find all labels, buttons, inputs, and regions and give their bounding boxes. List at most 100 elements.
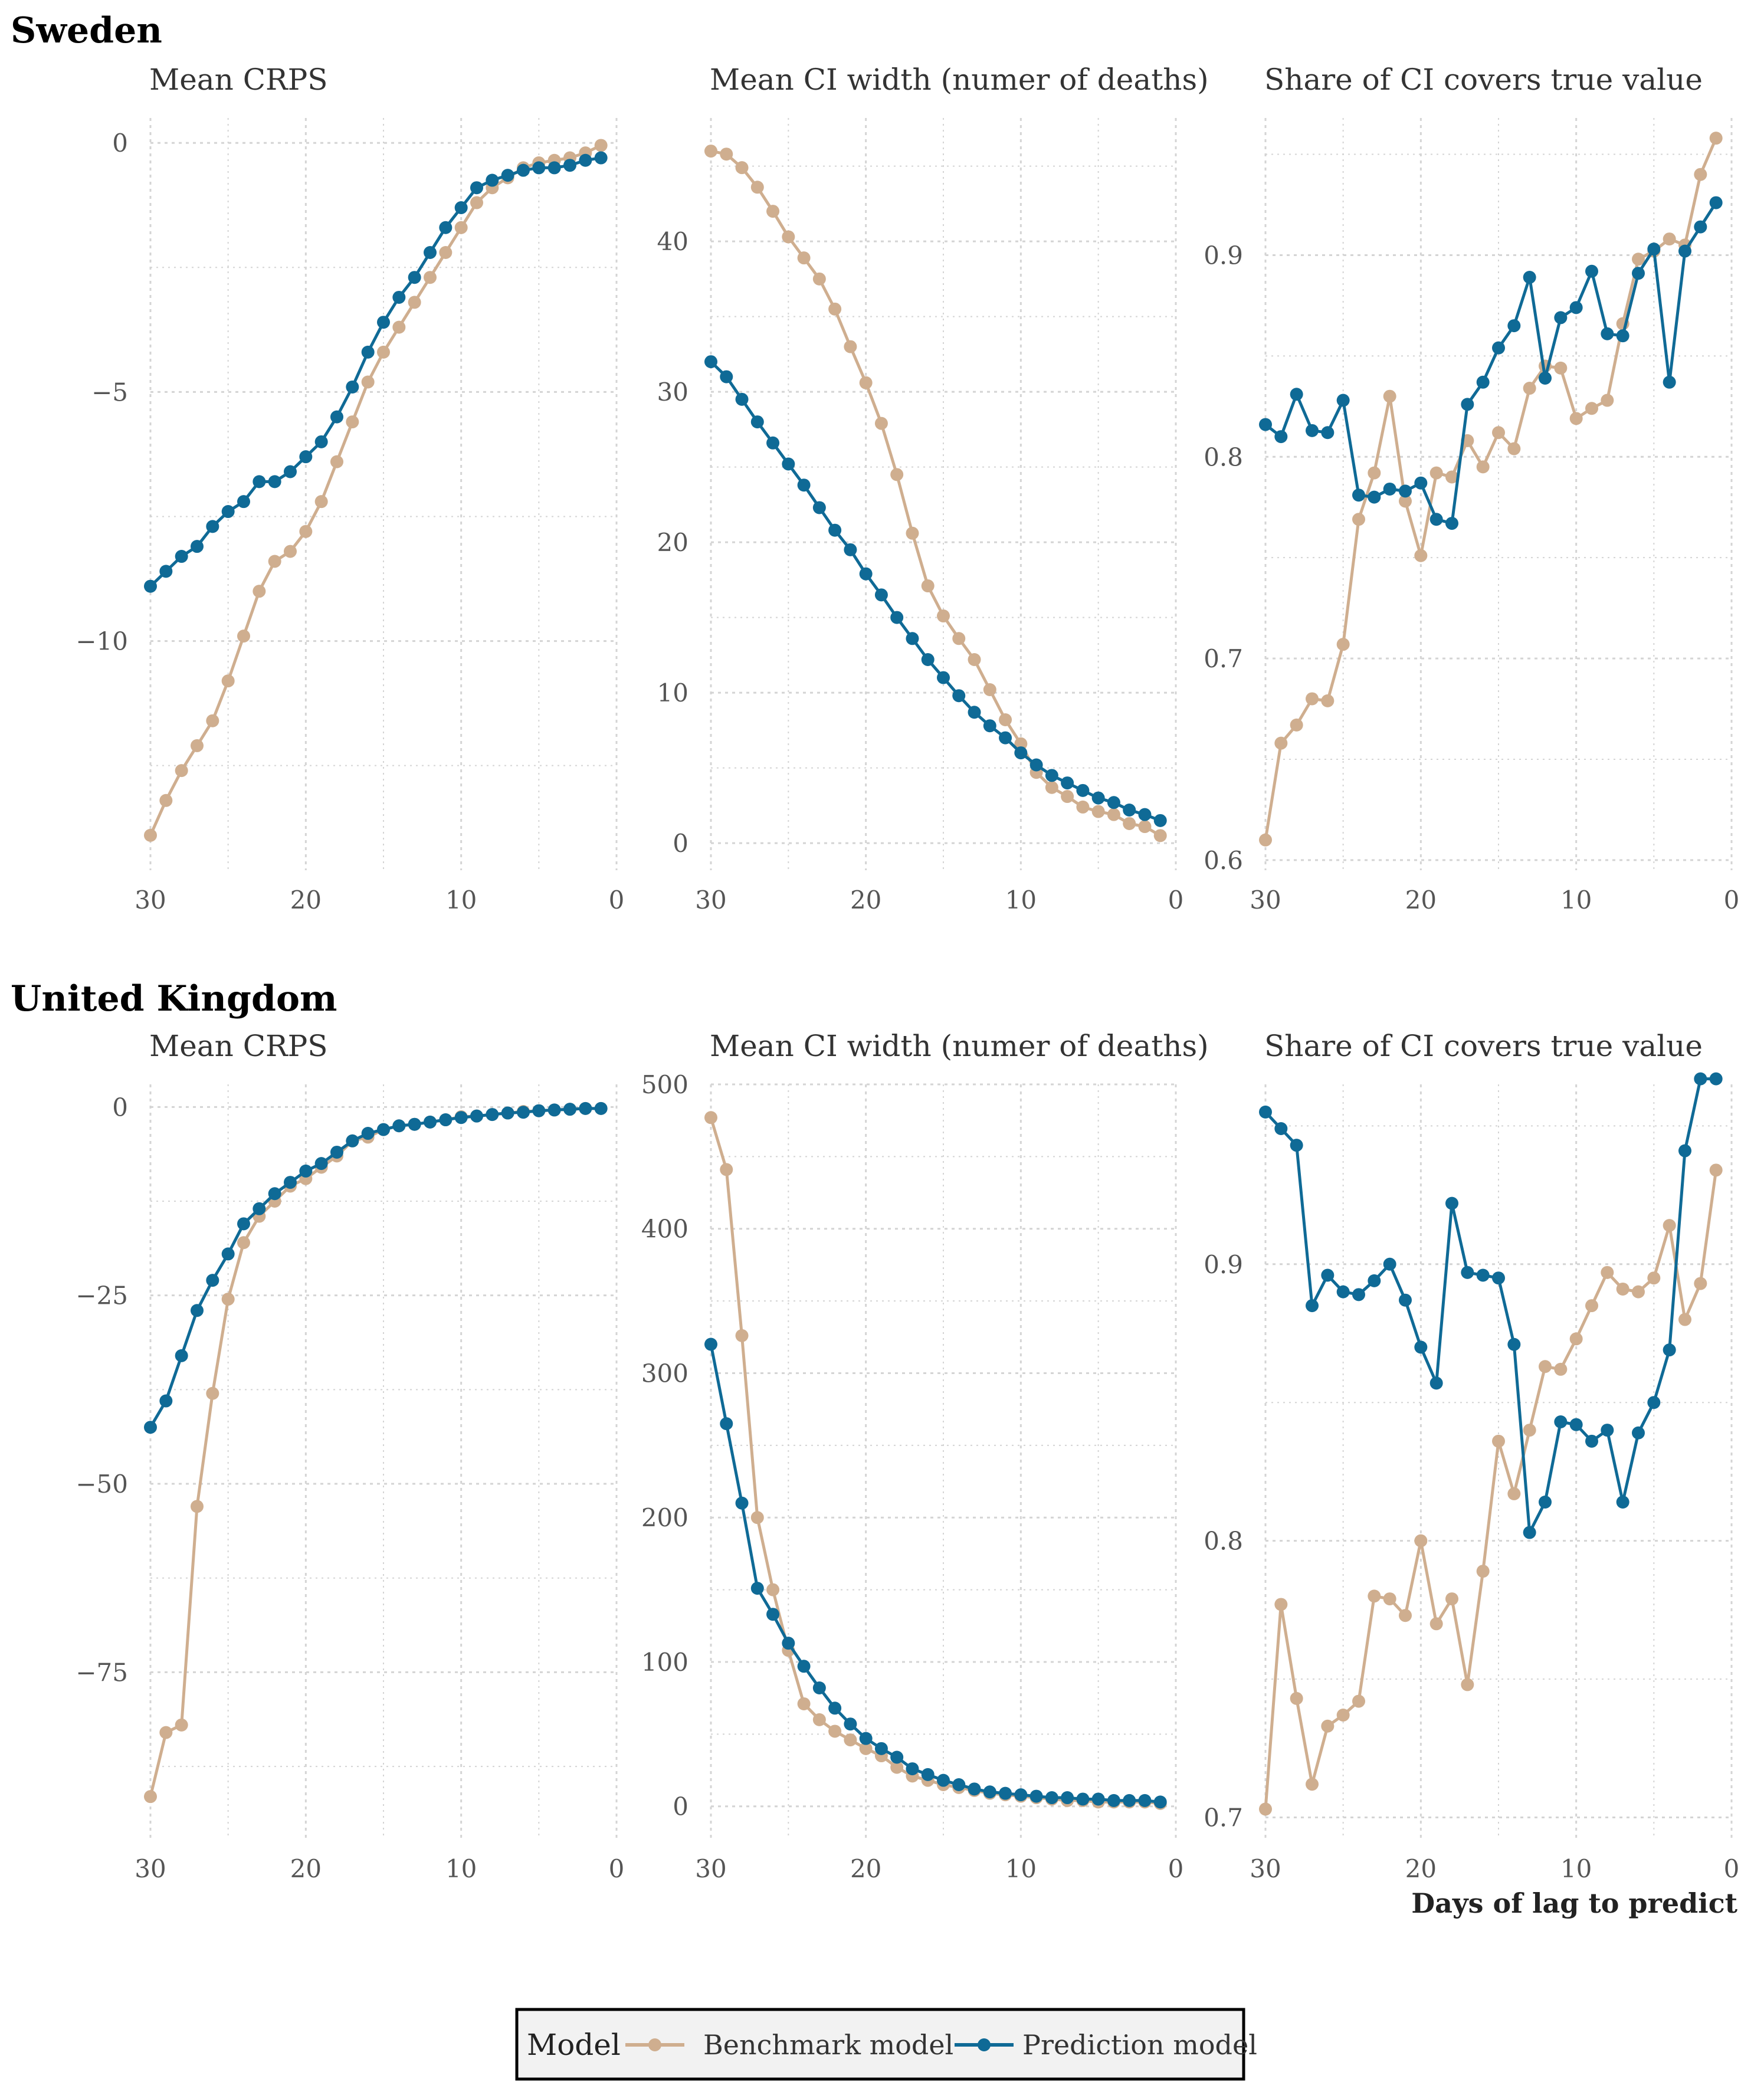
data-point-prediction xyxy=(547,161,561,175)
data-point-benchmark xyxy=(797,1697,811,1710)
panel-title: Mean CRPS xyxy=(149,1029,328,1063)
data-point-prediction xyxy=(517,1106,530,1119)
data-point-benchmark xyxy=(859,1742,873,1755)
data-point-benchmark xyxy=(221,1293,235,1306)
country-title-uk: United Kingdom xyxy=(11,978,337,1019)
data-point-benchmark xyxy=(1399,1609,1412,1622)
data-point-prediction xyxy=(921,1768,935,1781)
data-point-prediction xyxy=(937,671,950,684)
data-point-prediction xyxy=(1694,1072,1707,1086)
series-line-prediction xyxy=(1264,1077,1716,1535)
data-point-prediction xyxy=(1523,271,1536,284)
data-point-benchmark xyxy=(1445,1592,1458,1606)
data-point-benchmark xyxy=(1274,1598,1288,1611)
y-tick-label: −50 xyxy=(76,1470,128,1499)
data-point-benchmark xyxy=(1429,466,1443,480)
data-point-benchmark xyxy=(206,714,219,727)
panel-title: Share of CI covers true value xyxy=(1264,63,1703,97)
data-point-prediction xyxy=(1399,1293,1412,1307)
series-line-benchmark xyxy=(1264,1169,1718,1809)
data-point-prediction xyxy=(1569,1418,1583,1431)
data-point-benchmark xyxy=(1601,1265,1614,1279)
x-tick-label: 30 xyxy=(135,886,166,914)
data-point-benchmark xyxy=(424,271,437,284)
chart-panel-6: 30 20 10 0 0.7 0.8 0.9 Share of CI covers true … xyxy=(1204,1029,1739,1883)
data-point-prediction xyxy=(501,1106,514,1120)
data-point-prediction xyxy=(1138,1794,1152,1807)
y-tick-label: −75 xyxy=(76,1658,128,1687)
data-point-benchmark xyxy=(1045,781,1058,794)
data-point-benchmark xyxy=(1585,1299,1598,1313)
data-point-prediction xyxy=(1045,769,1058,782)
x-tick-label: 20 xyxy=(1405,1854,1437,1883)
x-axis-title: Days of lag to predict xyxy=(1411,1887,1738,1919)
data-point-benchmark xyxy=(1445,470,1458,484)
data-point-benchmark xyxy=(191,1500,204,1513)
data-point-prediction xyxy=(750,415,764,429)
data-point-prediction xyxy=(501,169,514,182)
y-tick-label: 0.7 xyxy=(1204,644,1243,673)
data-point-prediction xyxy=(175,550,188,563)
data-point-prediction xyxy=(1461,398,1474,411)
data-point-prediction xyxy=(1368,1274,1381,1287)
data-point-prediction xyxy=(874,1742,888,1755)
data-point-benchmark xyxy=(314,495,328,509)
panel-title: Mean CI width (numer of deaths) xyxy=(710,1029,1209,1063)
data-point-benchmark xyxy=(937,609,950,623)
data-point-prediction xyxy=(999,731,1012,745)
data-point-benchmark xyxy=(1383,1592,1396,1606)
y-tick-label: 200 xyxy=(641,1503,688,1532)
data-point-prediction xyxy=(237,495,250,509)
data-point-prediction xyxy=(1153,814,1167,827)
data-point-prediction xyxy=(314,435,328,448)
data-point-prediction xyxy=(1507,1337,1521,1351)
data-point-prediction xyxy=(1321,1268,1335,1282)
x-tick-label: 20 xyxy=(290,886,322,914)
data-point-benchmark xyxy=(1091,805,1105,818)
data-point-prediction xyxy=(1091,791,1105,805)
data-point-benchmark xyxy=(175,1718,188,1732)
data-point-prediction xyxy=(704,355,717,369)
data-point-benchmark xyxy=(1523,1424,1536,1437)
data-point-prediction xyxy=(1709,1072,1723,1086)
data-point-prediction xyxy=(937,1773,950,1787)
data-point-benchmark xyxy=(844,340,857,353)
data-point-benchmark xyxy=(704,1111,717,1124)
data-point-benchmark xyxy=(1476,1565,1490,1578)
series-line-prediction xyxy=(709,1344,1160,1804)
data-point-prediction xyxy=(952,1778,966,1791)
data-point-benchmark xyxy=(1321,1719,1335,1733)
y-tick-label: −5 xyxy=(91,378,128,406)
data-point-benchmark xyxy=(1306,1778,1319,1791)
data-point-benchmark xyxy=(750,1511,764,1524)
data-point-prediction xyxy=(859,567,873,581)
data-point-prediction xyxy=(1123,804,1136,817)
y-tick-label: 40 xyxy=(657,227,688,256)
chart-panel-2: 30 20 10 0 0 10 20 30 40 Mean CI width (numer of … xyxy=(657,63,1209,914)
data-point-prediction xyxy=(563,1103,576,1116)
data-point-prediction xyxy=(1663,375,1676,389)
x-tick-label: 10 xyxy=(1005,1854,1037,1883)
y-tick-label: 100 xyxy=(641,1648,688,1677)
data-point-prediction xyxy=(1461,1265,1474,1279)
data-point-prediction xyxy=(346,380,359,394)
data-point-prediction xyxy=(1554,311,1568,324)
data-point-benchmark xyxy=(750,181,764,194)
x-tick-label: 0 xyxy=(1724,886,1740,914)
legend-title: Model xyxy=(527,2028,621,2062)
data-point-prediction xyxy=(1306,424,1319,437)
data-point-benchmark xyxy=(1632,1285,1645,1299)
data-point-benchmark xyxy=(470,196,483,209)
data-point-prediction xyxy=(392,290,406,304)
data-point-prediction xyxy=(1091,1792,1105,1806)
data-point-prediction xyxy=(454,1111,468,1124)
data-point-prediction xyxy=(1383,482,1396,496)
x-tick-label: 20 xyxy=(850,1854,881,1883)
data-point-prediction xyxy=(1138,808,1152,821)
x-tick-label: 10 xyxy=(1560,1854,1592,1883)
data-point-prediction xyxy=(1061,1791,1074,1805)
data-point-benchmark xyxy=(1709,132,1723,145)
series-line-benchmark xyxy=(709,1117,1160,1805)
data-point-benchmark xyxy=(1290,1691,1303,1705)
data-point-benchmark xyxy=(890,468,904,481)
